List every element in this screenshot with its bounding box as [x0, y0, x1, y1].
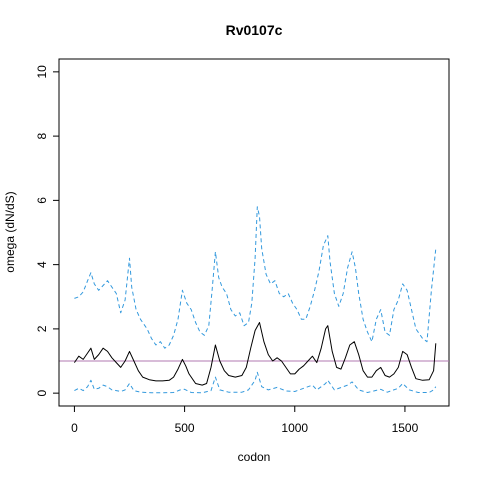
- series-line-lower-bound: [74, 371, 437, 394]
- y-tick-label: 10: [35, 65, 49, 79]
- y-axis: 0 2 4 6 8 10: [35, 65, 60, 396]
- plot-area: [58, 58, 450, 407]
- x-tick-label: 1000: [281, 421, 308, 435]
- chart-title: Rv0107c: [226, 22, 283, 38]
- x-axis: 0 500 1000 1500: [71, 405, 419, 435]
- y-tick-label: 8: [35, 132, 49, 139]
- y-tick-label: 2: [35, 325, 49, 332]
- x-tick-label: 500: [175, 421, 195, 435]
- y-tick-label: 0: [35, 389, 49, 396]
- y-tick-label: 6: [35, 197, 49, 204]
- y-axis-label: omega (dN/dS): [3, 191, 17, 272]
- x-axis-label: codon: [238, 450, 271, 464]
- y-tick-label: 4: [35, 261, 49, 268]
- series-line-estimate: [73, 322, 437, 386]
- plot-frame: [58, 58, 450, 407]
- x-tick-label: 1500: [392, 421, 419, 435]
- x-tick-label: 0: [71, 421, 78, 435]
- series-line-upper-bound: [74, 206, 437, 349]
